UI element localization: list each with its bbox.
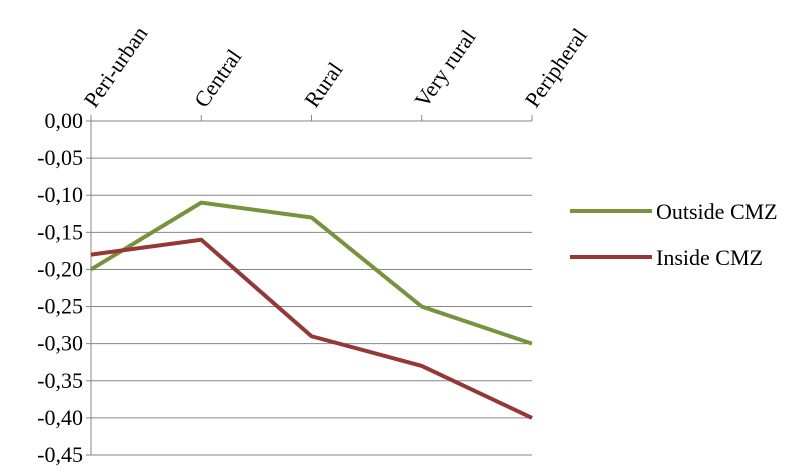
y-tick-label: -0,25 xyxy=(37,294,83,319)
y-tick-label: -0,45 xyxy=(37,442,83,467)
y-tick-labels: 0,00 -0,05 -0,10 -0,15 -0,20 -0,25 -0,30 -0,35 -… xyxy=(37,108,83,467)
y-tick-label: -0,05 xyxy=(37,145,83,170)
y-tick-label: -0,15 xyxy=(37,219,83,244)
axes xyxy=(86,115,533,456)
y-tick-label: -0,40 xyxy=(37,405,83,430)
y-tick-label: -0,35 xyxy=(37,368,83,393)
legend-label: Outside CMZ xyxy=(656,199,778,224)
legend-label: Inside CMZ xyxy=(656,245,763,270)
y-tick-label: -0,20 xyxy=(37,256,83,281)
gridlines xyxy=(91,120,532,456)
x-tick-label: Peripheral xyxy=(520,23,592,111)
x-tick-label: Rural xyxy=(299,57,348,111)
series-lines xyxy=(89,200,533,420)
y-tick-label: -0,30 xyxy=(37,331,83,356)
legend: Outside CMZ Inside CMZ xyxy=(570,199,778,270)
x-tick-labels: Peri-urban Central Rural Very rural Peripher… xyxy=(79,21,592,111)
x-tick-label: Peri-urban xyxy=(79,21,153,111)
series-line-2 xyxy=(90,237,533,420)
y-tick-label: -0,10 xyxy=(37,182,83,207)
x-tick-label: Central xyxy=(189,44,247,111)
series-line-1 xyxy=(89,200,533,346)
y-tick-label: 0,00 xyxy=(45,108,84,133)
x-tick-label: Very rural xyxy=(409,25,480,112)
